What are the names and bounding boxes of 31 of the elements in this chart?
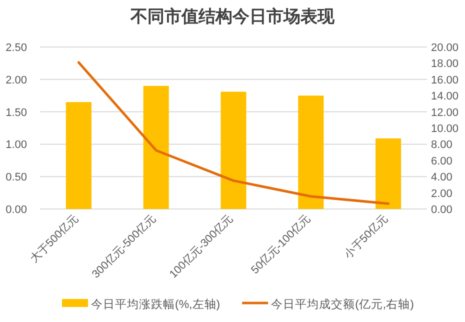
legend-label: 今日平均成交额(亿元,右轴)	[271, 297, 414, 311]
x-tick-label: 50亿元-100亿元	[249, 212, 314, 276]
x-tick-label: 大于500亿元	[28, 212, 81, 266]
y2-tick-label: 8.00	[431, 139, 452, 152]
bar	[143, 86, 169, 209]
line-series	[77, 61, 390, 205]
y-tick-label: 0.00	[6, 204, 27, 216]
y2-tick-label: 14.00	[431, 90, 459, 103]
y-tick-label: 0.50	[6, 172, 27, 184]
y2-tick-label: 16.00	[431, 74, 459, 86]
x-tick-label: 300亿元-500亿元	[90, 212, 158, 281]
legend-label: 今日平均涨跌幅(%,左轴)	[91, 298, 220, 311]
chart-title: 不同市值结构今日市场表现	[130, 7, 336, 27]
bar	[376, 138, 402, 209]
y-tick-label: 1.00	[6, 139, 27, 152]
x-tick-label: 小于50亿元	[341, 212, 390, 261]
y-tick-label: 2.00	[6, 74, 27, 86]
y2-tick-label: 18.00	[431, 58, 459, 70]
y2-tick-label: 10.00	[431, 123, 459, 135]
bar	[220, 92, 246, 209]
y2-tick-label: 2.00	[431, 188, 452, 200]
y2-tick-label: 6.00	[431, 155, 452, 168]
y-tick-label: 2.50	[6, 42, 27, 54]
y2-tick-label: 4.00	[431, 172, 452, 184]
y2-tick-label: 12.00	[431, 106, 459, 119]
bar	[298, 96, 324, 209]
y2-tick-label: 0.00	[431, 204, 452, 216]
bar	[66, 102, 92, 209]
x-tick-label: 100亿元-300亿元	[167, 212, 236, 281]
y2-tick-label: 20.00	[431, 42, 459, 54]
y-tick-label: 1.50	[6, 106, 27, 119]
